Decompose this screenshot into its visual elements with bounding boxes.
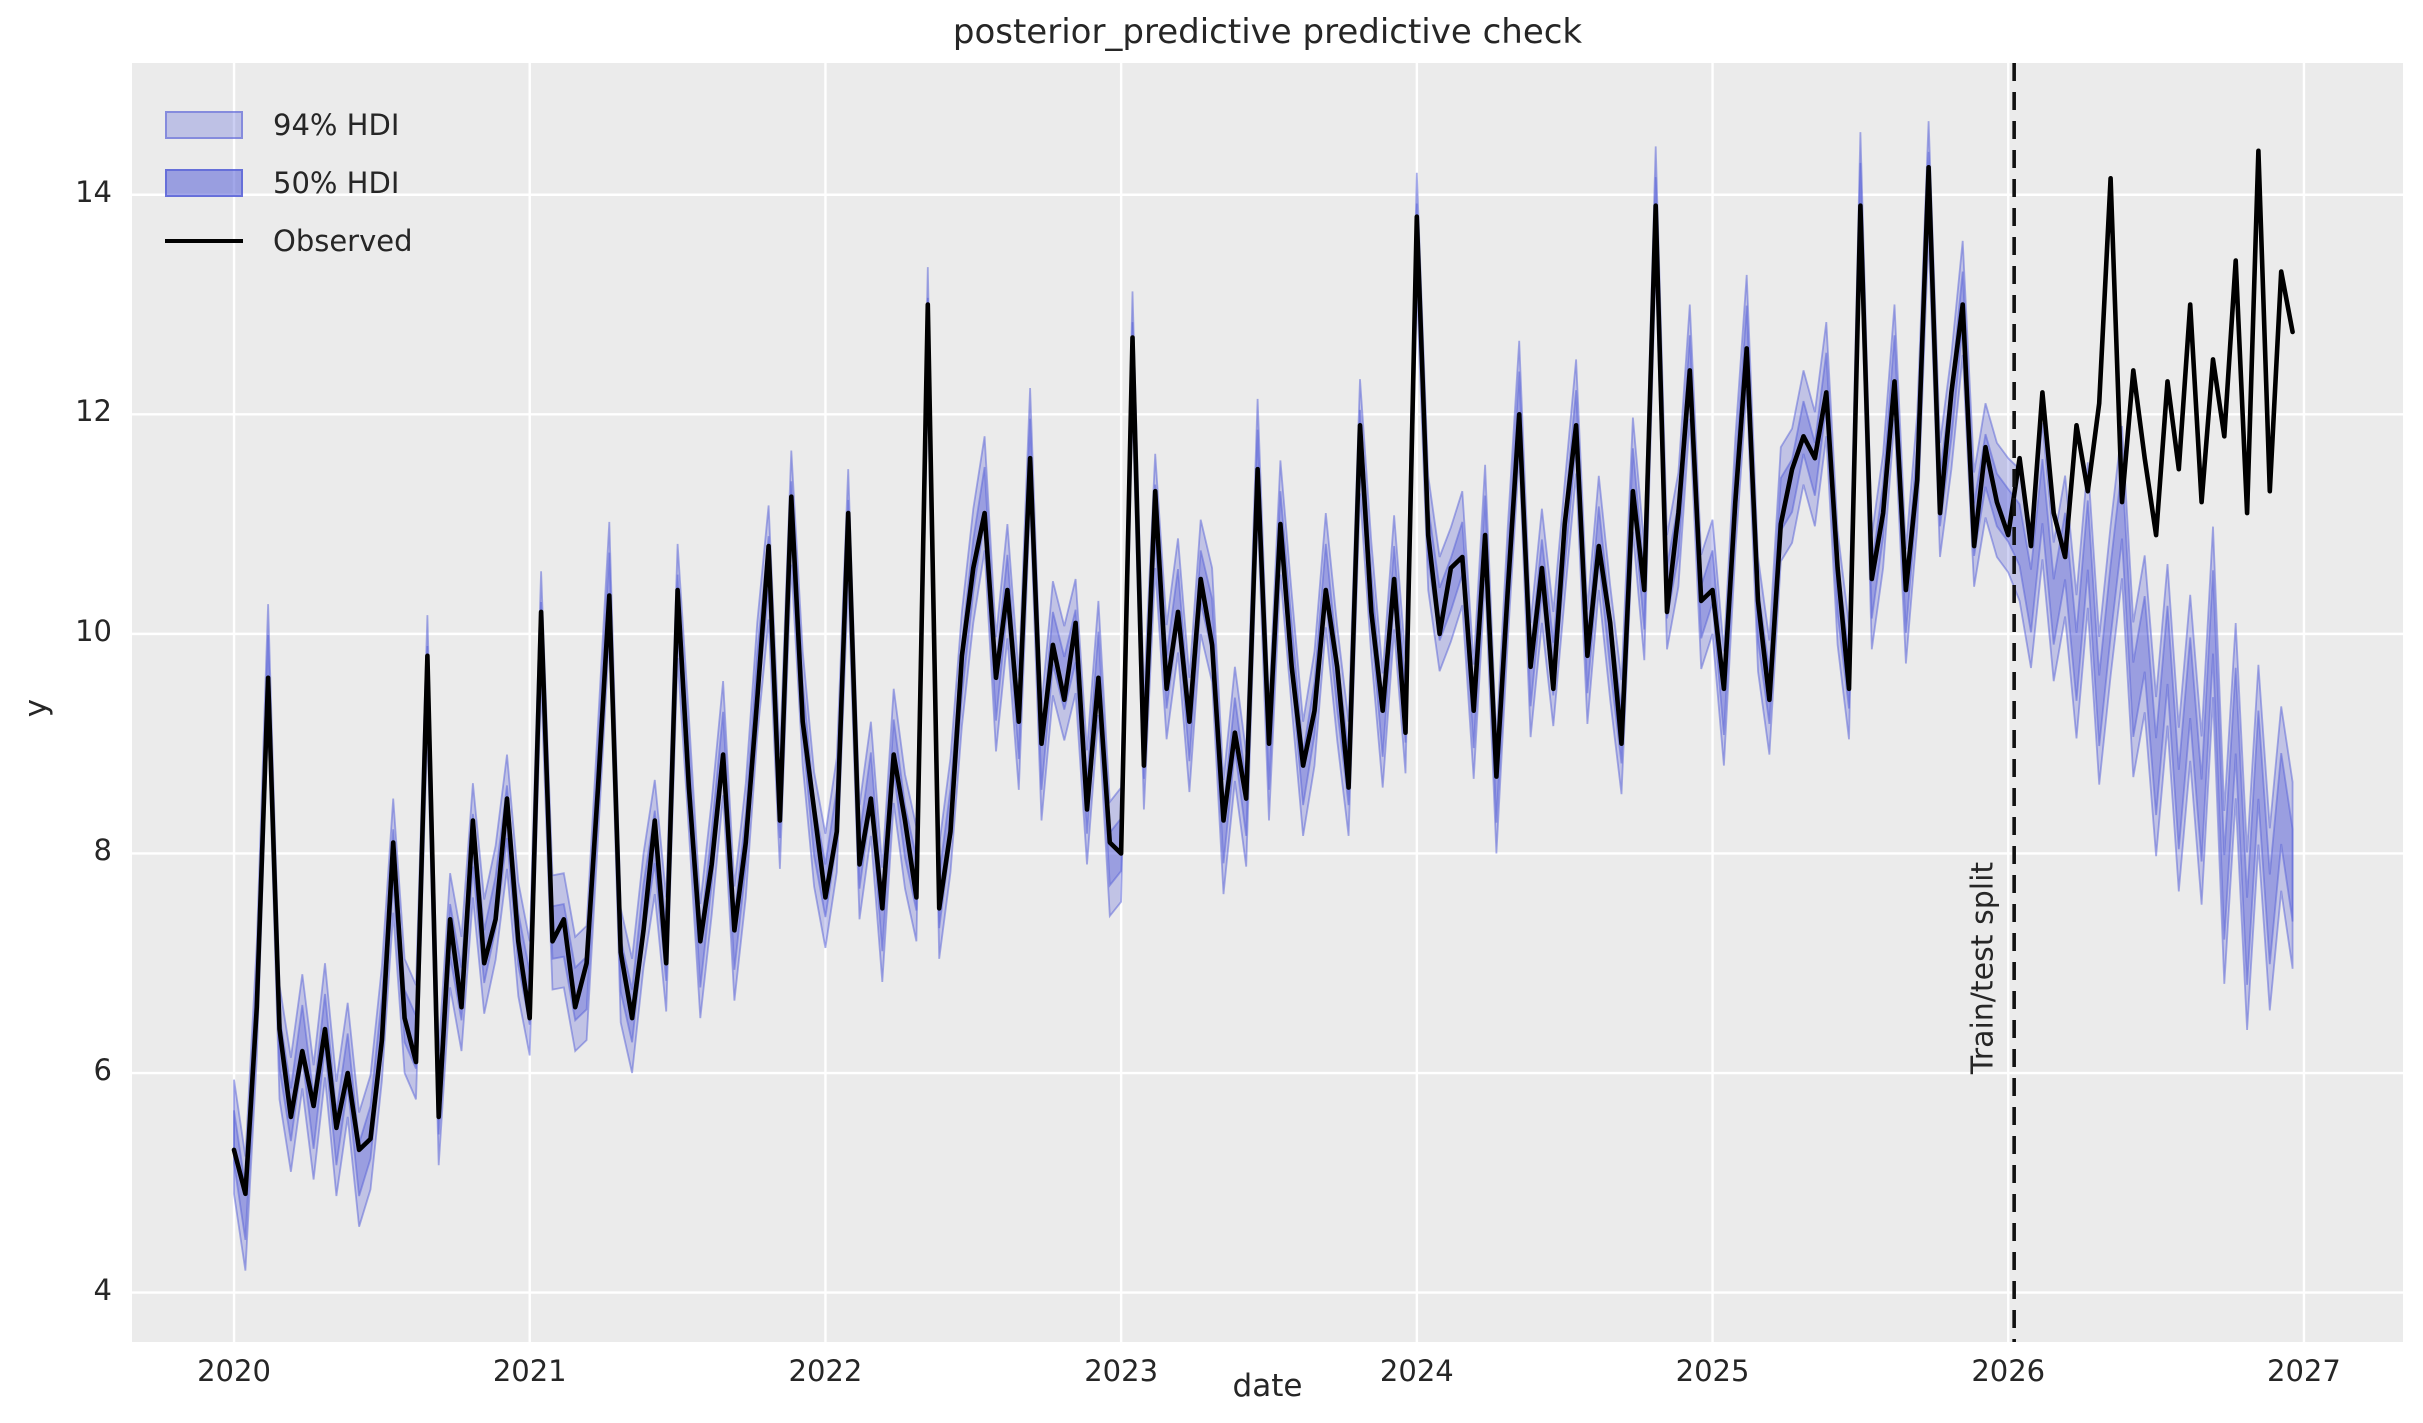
y-tick-label: 14: [75, 174, 112, 209]
x-axis-label: date: [1232, 1368, 1303, 1404]
legend: 94% HDI 50% HDI Observed: [165, 96, 413, 270]
y-tick-label: 4: [93, 1272, 112, 1307]
x-tick-label: 2024: [1379, 1354, 1454, 1388]
y-axis-label: y: [18, 698, 54, 718]
x-tick-label: 2026: [1971, 1354, 2046, 1388]
observed-line: [231, 148, 2295, 1197]
train-test-split-annotation: Train/test split: [1965, 861, 2001, 1075]
y-tick-label: 6: [93, 1053, 112, 1088]
legend-item-label: 94% HDI: [273, 108, 400, 142]
observed-line-swatch-icon: [165, 227, 243, 255]
legend-item-observed: Observed: [165, 212, 413, 270]
hdi-50-swatch-icon: [165, 169, 243, 197]
legend-item-label: 50% HDI: [273, 166, 400, 200]
x-tick-label: 2027: [2267, 1354, 2341, 1388]
x-tick-label: 2022: [788, 1354, 863, 1388]
legend-item-label: Observed: [273, 224, 413, 258]
legend-item-50-hdi: 50% HDI: [165, 154, 413, 212]
legend-item-94-hdi: 94% HDI: [165, 96, 413, 154]
hdi-94-swatch-icon: [165, 111, 243, 139]
y-tick-label: 8: [93, 833, 112, 868]
y-tick-label: 10: [75, 613, 112, 648]
x-tick-label: 2023: [1084, 1354, 1159, 1388]
x-tick-label: 2025: [1675, 1354, 1750, 1388]
y-tick-label: 12: [75, 394, 112, 429]
x-tick-label: 2020: [197, 1354, 271, 1388]
chart-title: posterior_predictive predictive check: [952, 12, 1583, 52]
x-tick-label: 2021: [492, 1354, 567, 1388]
